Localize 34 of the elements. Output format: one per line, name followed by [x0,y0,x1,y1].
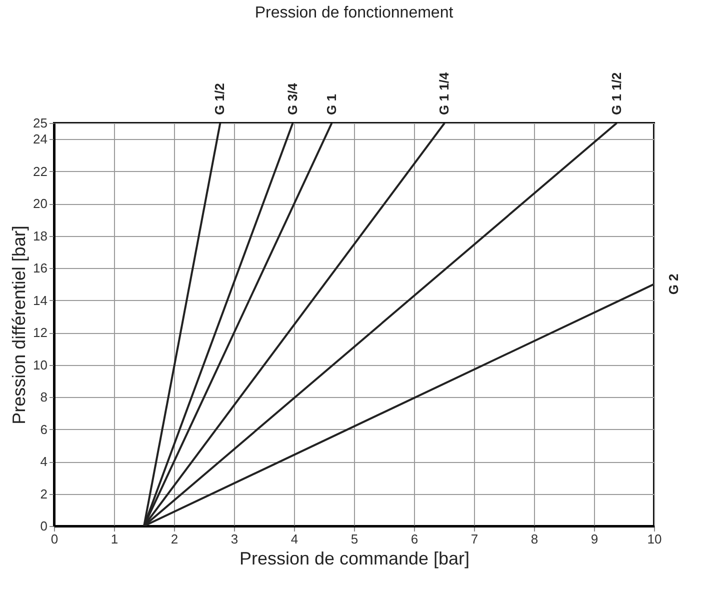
x-tick-label: 6 [410,532,418,546]
y-tick-label: 16 [33,260,48,276]
y-tick-label: 10 [33,357,48,372]
y-axis-title: Pression différentiel [bar] [9,226,30,424]
text: G 2 [666,274,681,295]
y-tick-label: 6 [40,422,48,437]
x-tick-label: 2 [170,532,178,546]
y-tick-label: 24 [33,132,48,147]
y-tick-label: 14 [33,292,48,308]
x-axis-title: Pression de commande [bar] [239,548,470,568]
x-tick-label: 0 [50,532,58,546]
y-tick-label: 20 [33,196,48,212]
chart-title: Pression de fonctionnement [254,4,454,22]
x-tick-label: 1 [110,532,118,546]
x-tick-label: 4 [290,532,298,546]
x-tick-label: 10 [647,532,662,546]
x-tick-label: 5 [350,532,358,546]
x-tick-label: 3 [230,532,238,546]
y-tick-label: 0 [40,518,48,534]
text: G 1 1/2 [608,72,624,115]
text: G 1 1/4 [436,72,452,115]
y-tick-label: 2 [40,486,48,502]
y-tick-label: 8 [40,390,48,405]
x-tick-label: 7 [470,532,478,546]
x-tick-label: 8 [530,532,538,546]
y-tick-label: 22 [33,164,48,179]
x-tick-label: 9 [590,532,598,546]
y-tick-label: 12 [33,325,48,340]
y-tick-label: 25 [33,116,48,130]
text: G 1 [324,94,339,115]
y-tick-label: 18 [33,228,48,244]
text: G 3/4 [284,82,300,115]
y-tick-label: 4 [40,454,48,470]
text: G 1/2 [212,83,228,115]
